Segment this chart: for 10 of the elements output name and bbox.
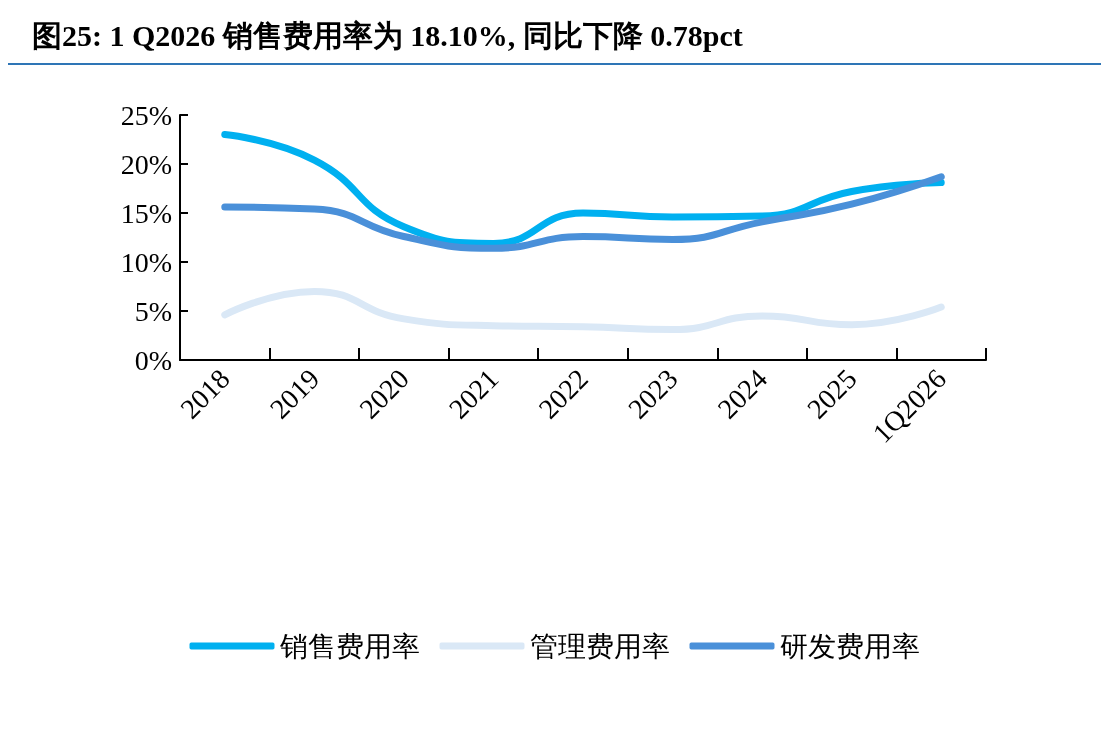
y-tick-label: 10% [120,246,172,278]
legend-label: 销售费用率 [278,630,420,662]
chart-title: 图25: 1 Q2026 销售费用率为 18.10%, 同比下降 0.78pct [8,8,1101,65]
y-tick-label: 0% [134,344,172,376]
y-tick-label: 15% [120,197,172,229]
y-tick-label: 25% [120,99,172,131]
legend-label: 研发费用率 [779,630,920,662]
y-tick-label: 5% [134,295,172,327]
legend-label: 管理费用率 [529,630,670,662]
y-tick-label: 20% [120,148,172,180]
